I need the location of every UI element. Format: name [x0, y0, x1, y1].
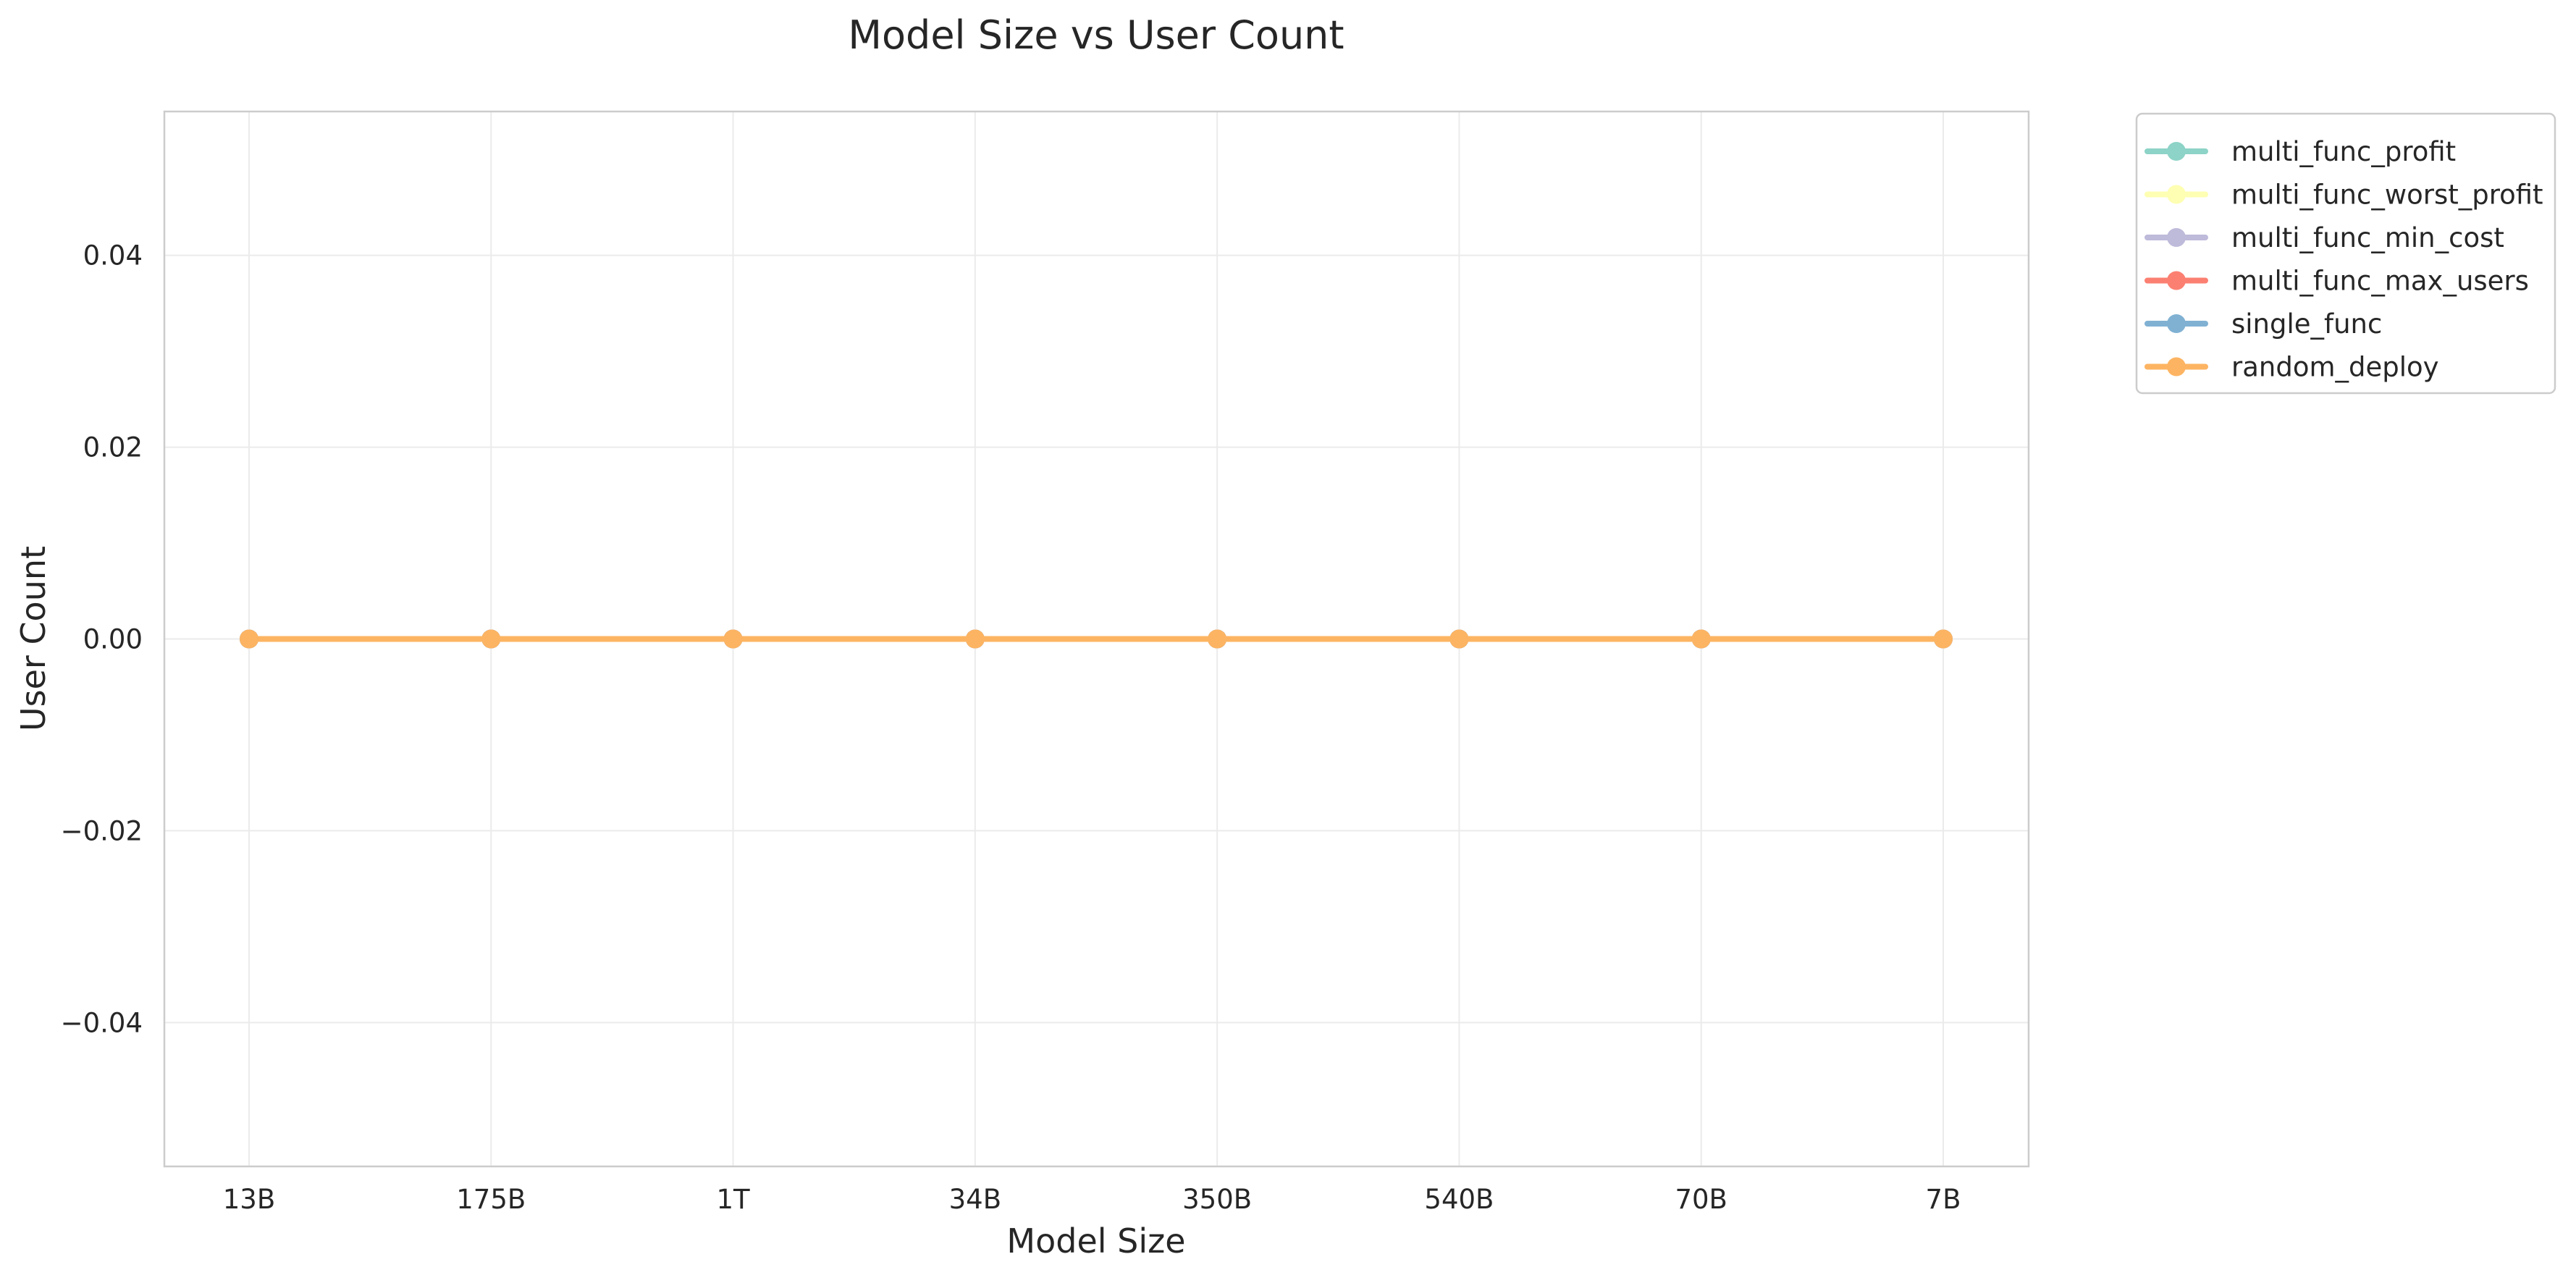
legend-label: multi_func_profit: [2231, 136, 2456, 167]
legend: multi_func_profit multi_func_worst_profit…: [2135, 112, 2556, 395]
plot-area: [163, 110, 2030, 1168]
legend-label: multi_func_max_users: [2231, 266, 2529, 297]
legend-entry: random_deploy: [2144, 352, 2439, 383]
x-tick-label: 350B: [1182, 1184, 1252, 1215]
legend-entry: multi_func_min_cost: [2144, 222, 2504, 253]
data-point: [1449, 629, 1469, 649]
x-tick-label: 7B: [1926, 1184, 1961, 1215]
legend-swatch-marker: [2167, 314, 2186, 333]
legend-swatch-marker: [2167, 357, 2186, 377]
x-axis-ticks: 13B 175B 1T 34B 350B 540B 70B 7B: [223, 1184, 1961, 1215]
x-tick-label: 175B: [456, 1184, 526, 1215]
y-tick-label: 0.00: [83, 624, 143, 655]
data-point: [481, 629, 501, 649]
x-tick-label: 70B: [1675, 1184, 1727, 1215]
series-random_deploy: [240, 629, 1953, 649]
y-tick-label: 0.02: [83, 432, 143, 463]
legend-label: multi_func_worst_profit: [2231, 180, 2543, 211]
legend-swatch-marker: [2167, 142, 2186, 161]
x-tick-label: 540B: [1424, 1184, 1494, 1215]
legend-items: multi_func_profit multi_func_worst_profit…: [2144, 136, 2543, 383]
legend-label: single_func: [2231, 308, 2382, 340]
data-point: [240, 629, 258, 649]
x-tick-label: 34B: [949, 1184, 1001, 1215]
x-tick-label: 13B: [223, 1184, 275, 1215]
plot-frame: [163, 110, 2030, 1168]
y-axis-ticks: −0.04 −0.02 0.00 0.02 0.04: [61, 240, 143, 1039]
legend-label: multi_func_min_cost: [2231, 222, 2504, 253]
legend-entry: multi_func_max_users: [2144, 266, 2529, 297]
x-tick-label: 1T: [716, 1184, 750, 1215]
legend-swatch-marker: [2167, 185, 2186, 204]
y-tick-label: −0.04: [61, 1007, 143, 1038]
data-point: [1934, 629, 1953, 649]
series-layer: [240, 629, 1953, 649]
legend-entry: single_func: [2144, 308, 2382, 340]
legend-entry: multi_func_profit: [2144, 136, 2456, 167]
legend-entry: multi_func_worst_profit: [2144, 180, 2543, 211]
legend-frame: [2135, 112, 2556, 395]
y-axis-label: User Count: [14, 546, 53, 731]
chart-title: Model Size vs User Count: [848, 12, 1344, 58]
y-tick-label: 0.04: [83, 240, 143, 272]
data-point: [723, 629, 743, 649]
x-axis-label: Model Size: [1006, 1221, 1185, 1261]
legend-swatch-marker: [2167, 271, 2186, 290]
data-point: [965, 629, 985, 649]
data-point: [1208, 629, 1227, 649]
legend-swatch-marker: [2167, 228, 2186, 247]
y-tick-label: −0.02: [61, 815, 143, 846]
legend-label: random_deploy: [2231, 352, 2439, 383]
data-point: [1691, 629, 1711, 649]
